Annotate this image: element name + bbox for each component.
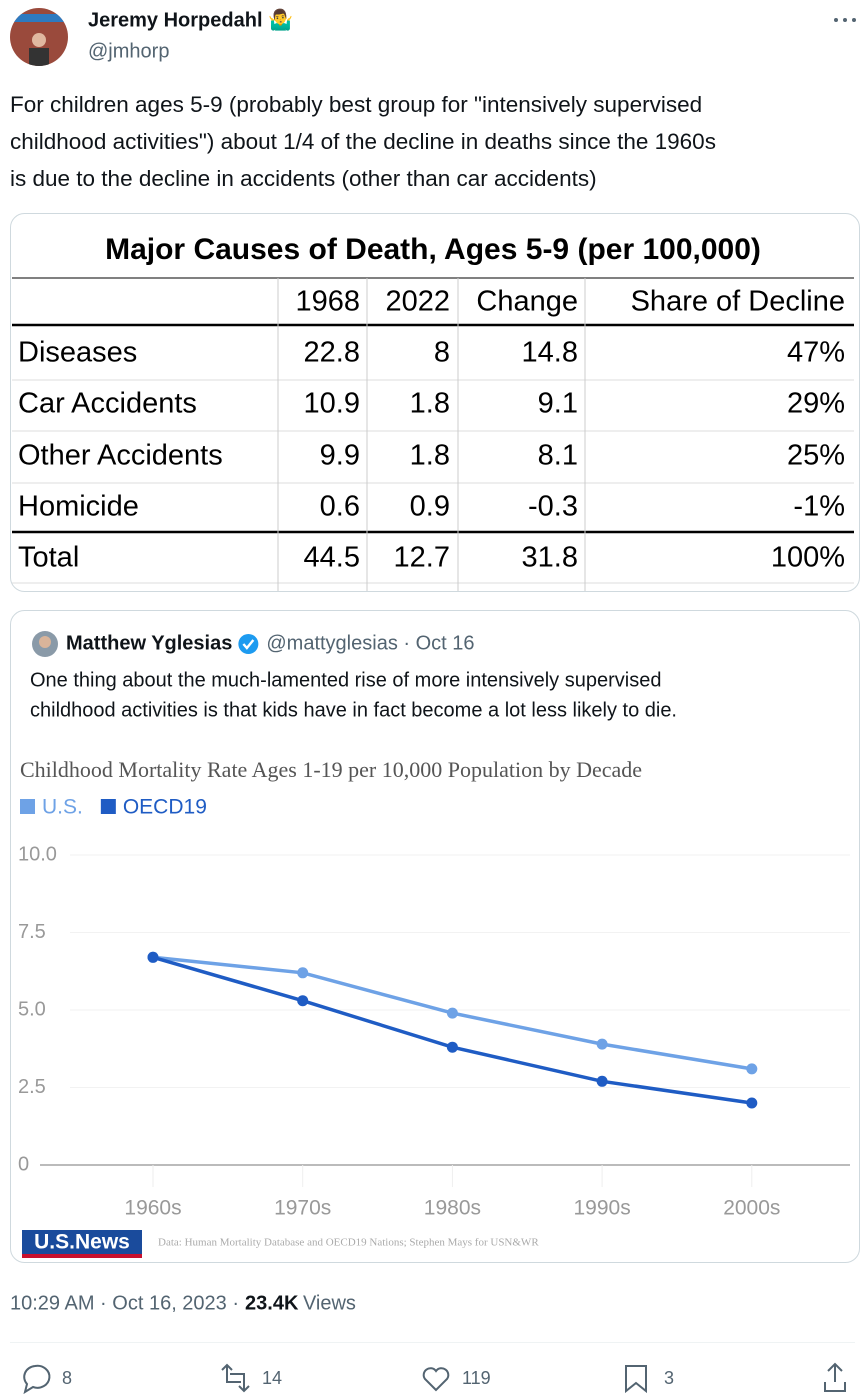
like-icon[interactable] — [422, 1367, 450, 1392]
x-tick-label: 1990s — [573, 1197, 630, 1220]
tweet-text: For children ages 5-9 (probably best gro… — [10, 92, 702, 117]
table-cell: 0.9 — [410, 491, 450, 523]
quote-avatar — [32, 631, 58, 657]
author-handle[interactable]: @jmhorp — [88, 40, 169, 62]
column-header: Share of Decline — [631, 286, 845, 318]
table-cell: 8 — [434, 337, 450, 369]
bookmark-icon[interactable] — [625, 1365, 647, 1394]
table-title: Major Causes of Death, Ages 5-9 (per 100… — [105, 233, 761, 266]
quote-text: childhood activities is that kids have i… — [30, 699, 677, 721]
reply-icon[interactable] — [23, 1364, 51, 1395]
quote-meta: @mattyglesias · Oct 16 — [266, 632, 474, 654]
bookmark-count: 3 — [664, 1368, 674, 1388]
column-header: Change — [476, 286, 578, 318]
table-cell: 0.6 — [320, 491, 360, 523]
more-button[interactable] — [834, 18, 856, 22]
table-cell: 29% — [787, 388, 845, 420]
repost-count: 14 — [262, 1368, 282, 1388]
data-point — [596, 1038, 608, 1050]
logo-stripe — [22, 1254, 142, 1258]
source-note: Data: Human Mortality Database and OECD1… — [158, 1237, 539, 1249]
avatar[interactable] — [10, 8, 68, 68]
logo-box — [22, 1230, 142, 1256]
table-cell: 31.8 — [522, 542, 578, 574]
quote-name: Matthew Yglesias — [66, 632, 232, 654]
table-cell: 14.8 — [522, 337, 578, 369]
repost-icon[interactable] — [221, 1363, 250, 1393]
table-cell: -0.3 — [528, 491, 578, 523]
share-icon[interactable] — [824, 1362, 846, 1392]
column-header: 2022 — [385, 286, 450, 318]
data-point — [297, 967, 309, 979]
row-label: Car Accidents — [18, 388, 197, 420]
row-label: Homicide — [18, 491, 139, 523]
timestamp: 10:29 AM · Oct 16, 2023 · — [10, 1292, 239, 1314]
y-tick-label: 0 — [18, 1153, 29, 1175]
table-cell: 22.8 — [304, 337, 360, 369]
table-cell: 1.8 — [410, 388, 450, 420]
row-label: Other Accidents — [18, 440, 223, 472]
author-name[interactable]: Jeremy Horpedahl 🤷‍♂️ — [88, 7, 293, 31]
table: Major Causes of Death, Ages 5-9 (per 100… — [12, 233, 854, 591]
quote-text: One thing about the much-lamented rise o… — [30, 669, 661, 691]
chart: Childhood Mortality Rate Ages 1-19 per 1… — [18, 757, 850, 1258]
quote-frame[interactable] — [10, 610, 860, 1263]
legend-swatch — [20, 799, 35, 814]
table-cell: 47% — [787, 337, 845, 369]
table-cell: 25% — [787, 440, 845, 472]
data-point — [446, 1007, 458, 1019]
table-cell: -1% — [793, 491, 845, 523]
legend-swatch — [100, 799, 116, 814]
table-cell: 9.9 — [320, 440, 360, 472]
table-cell: 1.8 — [410, 440, 450, 472]
y-tick-label: 5.0 — [18, 998, 46, 1020]
table-cell: 44.5 — [304, 542, 360, 574]
y-tick-label: 10.0 — [18, 843, 57, 865]
y-tick-label: 7.5 — [18, 921, 46, 943]
row-label: Total — [18, 542, 79, 574]
row-label: Diseases — [18, 337, 137, 369]
table-cell: 10.9 — [304, 388, 360, 420]
verified-badge — [238, 634, 259, 654]
views-count: 23.4K — [245, 1292, 299, 1314]
x-tick-label: 2000s — [723, 1197, 780, 1220]
column-header: 1968 — [295, 286, 360, 318]
table-cell: 12.7 — [394, 542, 450, 574]
x-tick-label: 1980s — [424, 1197, 481, 1220]
data-point — [596, 1075, 608, 1087]
tweet-text: is due to the decline in accidents (othe… — [10, 166, 597, 191]
data-point — [446, 1041, 458, 1053]
x-tick-label: 1960s — [124, 1197, 181, 1220]
tweet-text: childhood activities") about 1/4 of the … — [10, 129, 716, 154]
table-cell: 8.1 — [538, 440, 578, 472]
views-label: Views — [303, 1292, 356, 1314]
data-point — [746, 1097, 758, 1109]
y-tick-label: 2.5 — [18, 1076, 46, 1098]
like-count: 119 — [462, 1368, 491, 1388]
legend-label: OECD19 — [123, 796, 207, 819]
x-tick-label: 1970s — [274, 1197, 331, 1220]
table-frame — [10, 213, 860, 592]
data-point — [297, 995, 309, 1007]
table-cell: 9.1 — [538, 388, 578, 420]
chart-title: Childhood Mortality Rate Ages 1-19 per 1… — [20, 757, 642, 782]
data-point — [147, 951, 159, 963]
reply-count: 8 — [62, 1368, 72, 1388]
data-point — [746, 1063, 758, 1075]
legend-label: U.S. — [42, 796, 83, 819]
table-cell: 100% — [771, 542, 845, 574]
logo: U.S.News — [34, 1231, 130, 1254]
